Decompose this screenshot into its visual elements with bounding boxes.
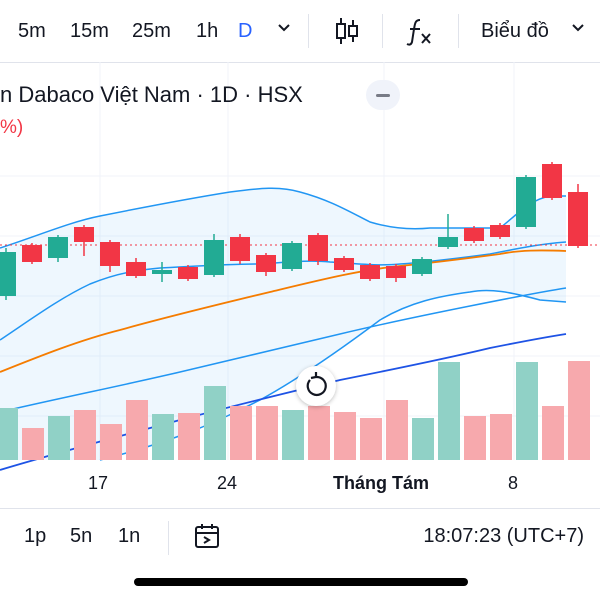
candle-body: [126, 262, 146, 276]
volume-bar: [360, 418, 382, 460]
top-toolbar: 5m 15m 25m 1h D Biểu đồ: [0, 0, 600, 63]
bottom-toolbar: 1p 5n 1n 18:07:23 (UTC+7): [0, 508, 600, 565]
volume-bar: [386, 400, 408, 460]
candle-body: [178, 267, 198, 279]
volume-bar: [282, 410, 304, 460]
volume-bar: [256, 406, 278, 460]
timeframe-5m[interactable]: 5m: [18, 20, 46, 42]
candle-body: [204, 240, 224, 275]
timeframe-day[interactable]: D: [238, 20, 253, 42]
candle-body: [100, 242, 120, 266]
reset-chart-button[interactable]: [296, 366, 336, 406]
volume-bar: [490, 414, 512, 460]
candle-body: [516, 177, 536, 227]
volume-bar: [542, 406, 564, 460]
x-tick-label: 8: [508, 473, 519, 493]
volume-bar: [48, 416, 70, 460]
range-5n[interactable]: 5n: [70, 525, 93, 547]
volume-bar: [178, 413, 200, 460]
x-tick-label: 24: [217, 473, 238, 493]
volume-bar: [126, 400, 148, 460]
volume-bar: [464, 416, 486, 460]
candle-body: [464, 228, 484, 241]
candle-body: [360, 265, 380, 279]
candle-body: [308, 235, 328, 261]
volume-bar: [100, 424, 122, 460]
toolbar-divider: [458, 14, 459, 48]
toolbar-divider: [308, 14, 309, 48]
candle-body: [152, 270, 172, 274]
volume-bars: [0, 361, 590, 460]
volume-bar: [204, 386, 226, 460]
chevron-down-icon[interactable]: [570, 20, 586, 36]
volume-bar: [516, 362, 538, 460]
volume-bar: [0, 408, 18, 460]
volume-bar: [412, 418, 434, 460]
volume-bar: [22, 428, 44, 460]
candlesticks: [0, 162, 588, 300]
undo-icon: [306, 372, 327, 397]
timeframe-15m[interactable]: 15m: [70, 20, 109, 42]
candle-body: [490, 225, 510, 237]
legend-change: %): [0, 117, 24, 138]
goto-date-icon[interactable]: [192, 521, 224, 553]
home-indicator: [134, 578, 468, 586]
candle-body: [568, 192, 588, 246]
candle-body: [0, 252, 16, 296]
candle-body: [542, 164, 562, 198]
volume-bar: [152, 414, 174, 460]
collapse-legend-button[interactable]: [366, 80, 400, 110]
candle-body: [256, 255, 276, 272]
chart-type-dropdown[interactable]: Biểu đồ: [481, 20, 549, 42]
price-chart[interactable]: [0, 62, 600, 508]
candle-body: [334, 258, 354, 270]
candle-body: [48, 237, 68, 258]
candle-body: [386, 266, 406, 278]
volume-bar: [230, 406, 252, 460]
candle-body: [282, 243, 302, 269]
volume-bar: [438, 362, 460, 460]
candle-body: [412, 259, 432, 274]
x-tick-label: Tháng Tám: [333, 473, 430, 493]
chart-clock[interactable]: 18:07:23 (UTC+7): [423, 525, 584, 547]
timeframe-25m[interactable]: 25m: [132, 20, 171, 42]
bollinger-band-fill: [0, 188, 566, 461]
volume-bar: [568, 361, 590, 460]
chevron-down-icon[interactable]: [276, 20, 292, 36]
candlestick-icon[interactable]: [330, 14, 364, 48]
volume-bar: [308, 406, 330, 460]
bollinger-upper: [0, 187, 566, 249]
candle-body: [22, 245, 42, 262]
volume-bar: [74, 410, 96, 460]
symbol-legend: n Dabaco Việt Nam · 1D · HSX: [0, 82, 303, 107]
toolbar-divider: [168, 521, 169, 555]
toolbar-divider: [382, 14, 383, 48]
range-1n[interactable]: 1n: [118, 525, 141, 547]
indicators-fx-icon[interactable]: [402, 14, 436, 48]
range-1p[interactable]: 1p: [24, 525, 47, 547]
timeframe-1h[interactable]: 1h: [196, 20, 219, 42]
x-tick-label: 17: [88, 473, 109, 493]
volume-bar: [334, 412, 356, 460]
moving-average-blue-thin: [0, 287, 567, 413]
candle-body: [438, 237, 458, 247]
candle-body: [74, 227, 94, 242]
moving-average-orange: [0, 249, 567, 373]
candle-body: [230, 237, 250, 261]
